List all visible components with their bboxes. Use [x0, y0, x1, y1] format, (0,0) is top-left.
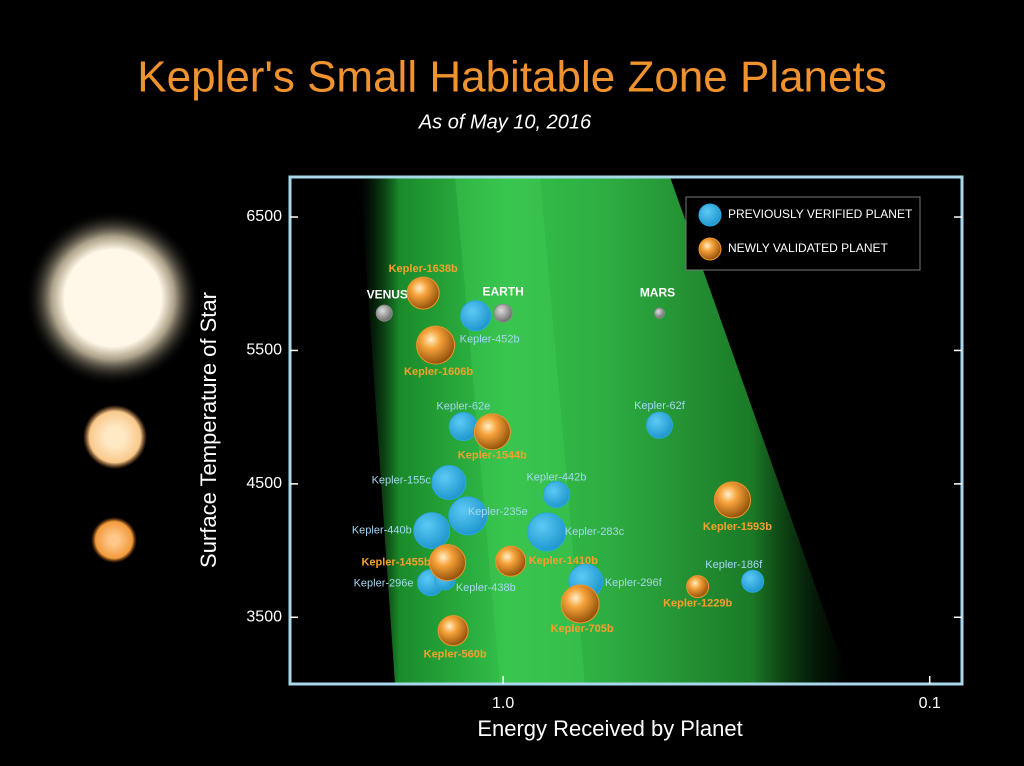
planet-label: VENUS: [367, 287, 408, 301]
planet-bubble: [542, 481, 570, 509]
chart-title: Kepler's Small Habitable Zone Planets: [137, 53, 886, 102]
planet-label: Kepler-62f: [634, 400, 686, 412]
planet-label: EARTH: [482, 284, 523, 298]
planet-label: Kepler-440b: [352, 524, 412, 536]
planet-bubble: [413, 512, 451, 550]
planet-label: Kepler-283c: [565, 526, 625, 538]
planet-label: Kepler-560b: [424, 649, 487, 661]
legend-label: NEWLY VALIDATED PLANET: [728, 241, 888, 255]
y-tick-label: 3500: [246, 609, 282, 626]
planet-label: Kepler-1593b: [703, 521, 772, 533]
solar-planet: [493, 303, 513, 323]
legend-box: [685, 196, 921, 271]
plot: 3500 4500 5500 6500 1.0 0.1 VENUS EARTH MARS Kepl…: [246, 196, 962, 712]
planet-bubble: [560, 584, 600, 624]
planet-bubble: [495, 545, 527, 577]
solar-planet: [653, 307, 665, 319]
planet-label: MARS: [640, 285, 675, 299]
planet-label: Kepler-186f: [705, 559, 763, 571]
planet-bubble: [406, 276, 440, 310]
y-axis-label: Surface Temperature of Star: [196, 292, 221, 568]
x-tick-label: 1.0: [492, 695, 514, 712]
x-axis-label: Energy Received by Planet: [477, 716, 742, 741]
star-medium: [83, 405, 147, 469]
plot-frame: [288, 175, 964, 686]
habitable-zone-core: [455, 177, 585, 684]
planet-bubble: [645, 411, 673, 439]
planet-label: Kepler-442b: [526, 471, 586, 483]
y-tick-label: 5500: [246, 342, 282, 359]
y-tick-label: 6500: [246, 208, 282, 225]
planet-bubble: [460, 300, 492, 332]
planet-bubble: [686, 575, 710, 599]
planet-label: Kepler-1606b: [404, 366, 473, 378]
planet-bubble: [431, 465, 467, 501]
planet-bubble: [437, 615, 469, 647]
planet-label: Kepler-705b: [551, 623, 614, 635]
chart-subtitle: As of May 10, 2016: [418, 111, 592, 133]
planet-label: Kepler-155c: [372, 474, 432, 486]
planet-label: Kepler-438b: [456, 582, 516, 594]
planet-label: Kepler-1638b: [389, 263, 458, 275]
star-large: [25, 210, 201, 386]
legend-label: PREVIOUSLY VERIFIED PLANET: [728, 207, 913, 221]
planet-bubble: [448, 496, 488, 536]
solar-planet: [375, 304, 393, 322]
planet-bubble: [741, 569, 765, 593]
planet-bubble: [448, 411, 478, 441]
planet-bubble: [416, 325, 456, 365]
planet-label: Kepler-1229b: [663, 598, 732, 610]
planet-bubble: [713, 481, 751, 519]
planet-bubble: [473, 413, 511, 451]
planet-label: Kepler-1544b: [458, 450, 527, 462]
planet-label: Kepler-296e: [354, 578, 414, 590]
planet-label: Kepler-452b: [460, 334, 520, 346]
legend-swatch: [698, 203, 722, 227]
planet-label: Kepler-62e: [436, 400, 490, 412]
y-tick-label: 4500: [246, 475, 282, 492]
planet-bubble: [527, 512, 567, 552]
planet-label: Kepler-1455b: [361, 556, 430, 568]
planet-bubble: [429, 544, 467, 582]
planet-label: Kepler-235e: [468, 506, 528, 518]
legend-swatch: [698, 237, 722, 261]
x-tick-label: 0.1: [919, 695, 941, 712]
planet-label: Kepler-296f: [605, 577, 663, 589]
planet-label: Kepler-1410b: [529, 555, 598, 567]
star-small: [91, 517, 137, 563]
